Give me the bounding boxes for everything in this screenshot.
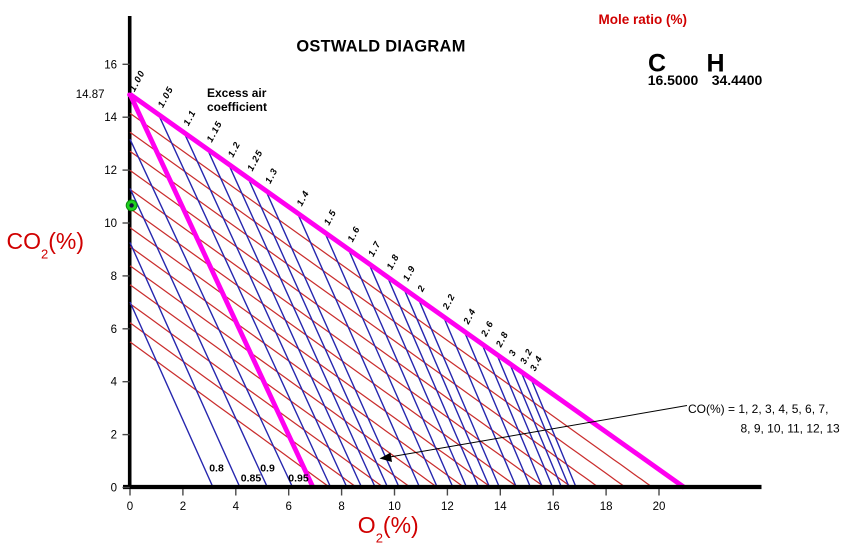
svg-text:2.4: 2.4 [461,306,478,326]
svg-text:O2(%): O2(%) [358,512,419,546]
svg-text:Excess air: Excess air [207,86,267,100]
svg-text:14: 14 [104,112,117,124]
svg-text:1.5: 1.5 [322,208,339,227]
svg-text:14.87: 14.87 [76,89,105,101]
svg-text:1.25: 1.25 [245,148,265,173]
svg-text:8: 8 [338,501,344,513]
svg-text:10: 10 [388,501,401,513]
svg-text:1.8: 1.8 [385,252,402,271]
svg-text:1.6: 1.6 [346,224,363,243]
svg-text:1.2: 1.2 [226,140,243,159]
svg-text:0: 0 [127,501,133,513]
svg-text:0.95: 0.95 [288,473,309,485]
svg-text:1.4: 1.4 [295,188,312,207]
svg-text:Mole ratio (%): Mole ratio (%) [599,12,688,27]
svg-text:4: 4 [233,501,240,513]
svg-text:10: 10 [104,218,117,230]
svg-text:1.15: 1.15 [205,119,225,144]
svg-text:6: 6 [285,501,291,513]
svg-text:CO2(%): CO2(%) [7,228,85,262]
svg-text:OSTWALD DIAGRAM: OSTWALD DIAGRAM [296,38,465,56]
svg-text:1.7: 1.7 [366,239,383,258]
svg-text:2.2: 2.2 [440,292,457,312]
svg-text:1.9: 1.9 [401,263,418,282]
svg-text:16: 16 [104,59,117,71]
svg-text:8, 9, 10, 11, 12, 13: 8, 9, 10, 11, 12, 13 [741,422,841,436]
svg-text:6: 6 [111,324,117,336]
svg-text:0: 0 [111,483,117,495]
svg-text:2: 2 [415,283,427,294]
svg-text:H: H [706,50,724,78]
svg-text:2: 2 [180,501,186,513]
svg-text:18: 18 [600,501,613,513]
svg-text:16: 16 [547,501,560,513]
svg-text:16.5000: 16.5000 [648,72,699,88]
svg-text:20: 20 [653,501,666,513]
svg-text:12: 12 [441,501,454,513]
svg-text:12: 12 [104,165,117,177]
svg-text:1.1: 1.1 [181,108,198,127]
svg-text:coefficient: coefficient [207,100,267,114]
svg-text:3: 3 [507,347,519,357]
svg-text:2.8: 2.8 [493,329,510,349]
svg-text:1.05: 1.05 [156,84,176,109]
svg-text:CO(%) = 1, 2, 3, 4, 5, 6, 7,: CO(%) = 1, 2, 3, 4, 5, 6, 7, [688,402,828,416]
svg-text:2.6: 2.6 [479,319,496,339]
svg-text:0.8: 0.8 [209,463,224,475]
svg-text:8: 8 [111,271,117,283]
svg-text:0.85: 0.85 [241,473,262,485]
svg-text:34.4400: 34.4400 [712,72,763,88]
svg-text:4: 4 [111,377,118,389]
svg-text:1.3: 1.3 [263,166,280,185]
svg-text:C: C [648,50,666,78]
svg-text:14: 14 [494,501,507,513]
svg-text:0.9: 0.9 [260,463,275,475]
svg-text:2: 2 [111,430,117,442]
